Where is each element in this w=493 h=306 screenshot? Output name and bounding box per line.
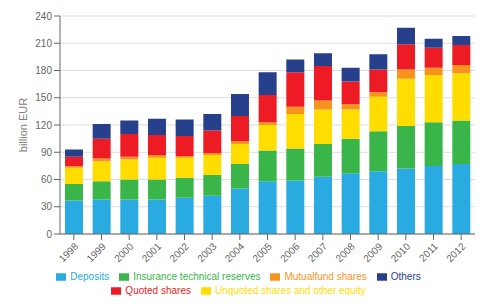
svg-text:0: 0 [46, 229, 52, 240]
svg-text:2009: 2009 [361, 240, 385, 264]
svg-text:2003: 2003 [195, 240, 219, 264]
svg-text:2001: 2001 [140, 240, 164, 264]
html-text:Deposits: Deposits [70, 271, 110, 282]
html-text:Others: Others [390, 271, 421, 282]
html-text:Mutualfund shares: Mutualfund shares [284, 271, 367, 282]
svg-text:1999: 1999 [84, 240, 108, 264]
svg-text:180: 180 [35, 65, 52, 76]
svg-text:30: 30 [41, 201, 53, 212]
svg-text:2008: 2008 [333, 240, 357, 264]
svg-text:2010: 2010 [389, 240, 413, 264]
html-text:Unquoted shares and other equi: Unquoted shares and other equity [215, 285, 366, 296]
html-text:Quoted shares: Quoted shares [125, 285, 191, 296]
svg-text:210: 210 [35, 38, 52, 49]
svg-text:2005: 2005 [250, 240, 274, 264]
svg-text:2006: 2006 [278, 240, 302, 264]
svg-text:120: 120 [35, 120, 52, 131]
svg-text:2000: 2000 [112, 240, 136, 264]
svg-text:2011: 2011 [417, 240, 440, 263]
svg-text:1998: 1998 [57, 240, 81, 264]
svg-text:240: 240 [35, 11, 52, 22]
svg-text:90: 90 [41, 147, 53, 158]
svg-text:2004: 2004 [223, 240, 247, 264]
svg-text:2012: 2012 [444, 240, 468, 264]
svg-text:billion EUR: billion EUR [17, 98, 29, 152]
svg-text:2007: 2007 [306, 240, 330, 264]
svg-text:60: 60 [41, 174, 53, 185]
svg-text:150: 150 [35, 92, 52, 103]
svg-text:2002: 2002 [167, 240, 191, 264]
html-text:Insurance technical reserves: Insurance technical reserves [133, 271, 261, 282]
